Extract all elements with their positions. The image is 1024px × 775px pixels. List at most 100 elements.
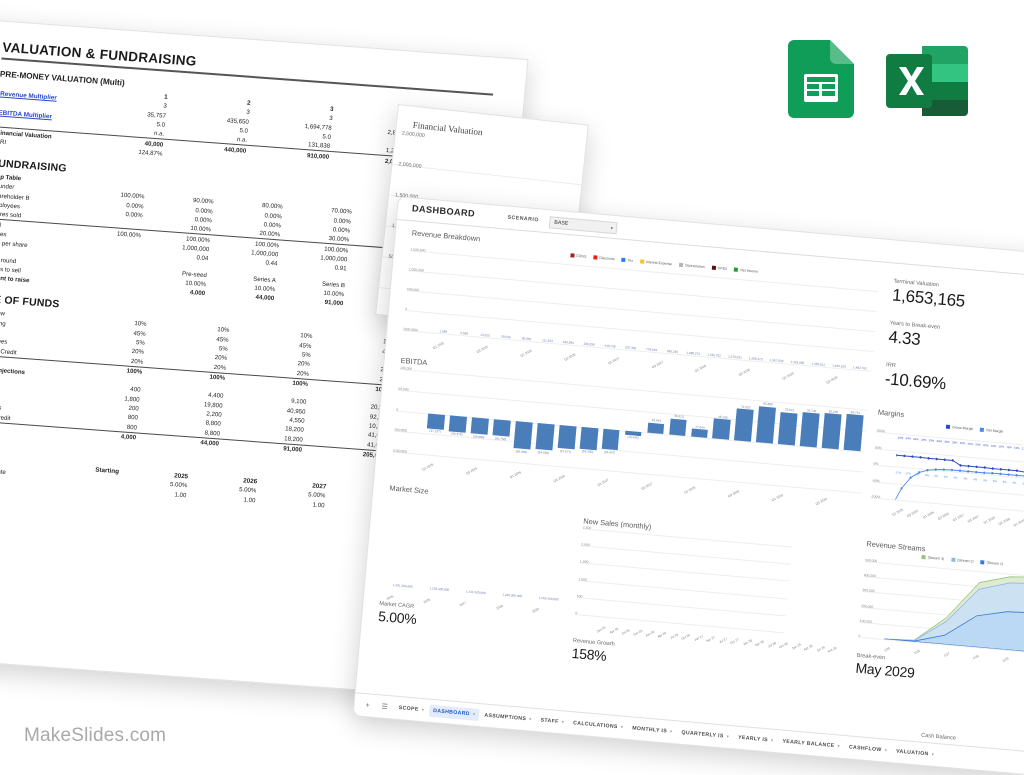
bar-value-label: (39,880) <box>473 434 485 439</box>
all-sheets-icon[interactable]: ☰ <box>381 703 388 712</box>
sheet-tab-yearly-is[interactable]: YEARLY IS▾ <box>734 731 778 747</box>
margins-data-label: 20% <box>983 444 989 447</box>
x-tick <box>662 480 682 493</box>
bar-value-label: 1,450,611 <box>811 361 825 366</box>
bar-value-label: 29,636 <box>501 334 511 339</box>
margins-data-label: 19% <box>1014 446 1020 449</box>
chevron-down-icon[interactable]: ▾ <box>837 743 840 748</box>
x-tick <box>574 472 594 485</box>
bar-value-label: 1,279,531 <box>728 354 742 359</box>
sheet-tab-monthly-is[interactable]: MONTHLY IS▾ <box>628 722 677 738</box>
y-tick: 50% <box>875 445 882 450</box>
bar-value-label: 38,413 <box>674 414 684 419</box>
x-tick: Q3 2025 <box>476 341 496 354</box>
legend-item: Interest Expense <box>640 259 672 266</box>
bar-value-label: 1,482,762 <box>853 365 867 370</box>
x-tick: Oct 26 <box>681 633 691 641</box>
sheet-tab-valuation[interactable]: VALUATION▾ <box>892 745 939 761</box>
chevron-down-icon[interactable]: ▾ <box>561 719 564 724</box>
x-tick: Apr 27 <box>706 635 716 643</box>
margins-data-label: 19% <box>998 445 1004 448</box>
bar-value-label: 85,880 <box>763 402 773 407</box>
legend-item: Net Income <box>734 268 758 274</box>
microsoft-excel-icon[interactable] <box>886 44 968 118</box>
bar-value-label: 84,761 <box>851 410 861 415</box>
chevron-down-icon[interactable]: ▾ <box>884 748 887 753</box>
chevron-down-icon[interactable]: ▾ <box>726 734 729 739</box>
y-tick: -50% <box>872 478 880 483</box>
sheet-tab-calculations[interactable]: CALCULATIONS▾ <box>569 717 628 734</box>
y-tick: (500,000) <box>403 327 418 332</box>
chevron-down-icon[interactable]: ▾ <box>771 738 774 743</box>
x-tick: Jan 28 <box>742 638 752 646</box>
y-tick: 500 <box>577 594 583 598</box>
bar-rect <box>669 418 687 435</box>
bar-rect <box>492 419 510 437</box>
bar-rect <box>449 415 467 433</box>
break-even-kpi: Break-even May 2029 <box>855 653 916 681</box>
bar-value-label: 5,568 <box>460 330 468 335</box>
legend-swatch <box>922 555 926 559</box>
bar-rect <box>601 428 619 450</box>
x-tick: Q3 2027 <box>640 478 660 491</box>
sheet-tab-assumptions[interactable]: ASSUMPTIONS▾ <box>480 709 536 726</box>
app-icons <box>788 40 988 120</box>
x-tick: Q3 2025 <box>465 462 485 475</box>
sheet-tab-dashboard[interactable]: DASHBOARD▾ <box>429 705 480 721</box>
margins-data-label: 33% <box>936 440 942 443</box>
x-tick <box>848 373 868 386</box>
bar-value-label: 1,589 <box>439 329 447 334</box>
chevron-down-icon[interactable]: ▾ <box>473 712 476 717</box>
bar-value-label: 79,740 <box>807 408 817 413</box>
market-cagr-value: 5.00% <box>378 608 417 627</box>
add-sheet-icon[interactable]: + <box>365 702 370 709</box>
sheet-tab-staff[interactable]: STAFF▾ <box>536 714 569 729</box>
x-tick: Q1 2028 <box>694 360 714 373</box>
bar-value-label: 778,929 <box>646 347 657 352</box>
sheet-tab-yearly-balance[interactable]: YEARLY BALANCE▾ <box>778 735 845 753</box>
scenario-dropdown[interactable]: BASE ▾ <box>549 216 618 234</box>
bar-value-label: 189,894 <box>563 339 574 344</box>
chevron-down-icon[interactable]: ▾ <box>931 752 934 757</box>
dashboard-sheet[interactable]: DASHBOARD SCENARIO BASE ▾ Revenue Breakd… <box>353 196 1024 775</box>
legend-swatch <box>951 558 955 562</box>
google-sheets-icon[interactable] <box>788 40 854 118</box>
x-tick: Q1 2028 <box>983 516 996 525</box>
chevron-down-icon[interactable]: ▾ <box>670 729 673 734</box>
y-tick: (100,000) <box>393 449 408 454</box>
x-tick: Q3 2028 <box>728 485 748 498</box>
chevron-down-icon[interactable]: ▾ <box>421 707 424 712</box>
sheet-tab-cashflow[interactable]: CASHFLOW▾ <box>844 741 891 757</box>
chevron-down-icon[interactable]: ▾ <box>529 716 532 721</box>
y-tick: 0 <box>858 634 860 638</box>
bar-value-label: 1,466,102 <box>832 363 846 368</box>
legend-swatch <box>679 263 683 267</box>
legend-swatch <box>980 428 984 432</box>
bar-value-label: 1,423,966 <box>790 359 804 364</box>
y-tick: 0% <box>873 461 878 465</box>
x-tick <box>498 343 518 356</box>
margins-data-label: 33% <box>929 439 935 442</box>
x-tick: Q3 2028 <box>998 517 1011 526</box>
margins-data-label: 20% <box>967 442 973 445</box>
margins-data-label: 5% <box>1003 481 1007 484</box>
years-to-breakeven-value: 4.33 <box>888 327 940 351</box>
market-cagr-kpi: Market CAGR 5.00% <box>378 601 418 627</box>
sheet-tab-quarterly-is[interactable]: QUARTERLY IS▾ <box>677 726 734 743</box>
bar-rect <box>579 426 598 449</box>
sheet-tab-scope[interactable]: SCOPE▾ <box>394 702 428 717</box>
chevron-down-icon[interactable]: ▾ <box>620 724 623 729</box>
x-tick: Jan 29 <box>791 643 801 651</box>
x-tick: Oct 29 <box>827 646 837 654</box>
bar-value-label: 111,343 <box>542 338 553 343</box>
legend-swatch <box>946 425 950 429</box>
margins-data-label: 19% <box>991 444 997 447</box>
x-tick <box>606 631 608 635</box>
bar-value-label: (39,376) <box>451 432 463 437</box>
margins-data-label: -17% <box>895 472 902 476</box>
dashboard-title: DASHBOARD <box>412 203 476 218</box>
